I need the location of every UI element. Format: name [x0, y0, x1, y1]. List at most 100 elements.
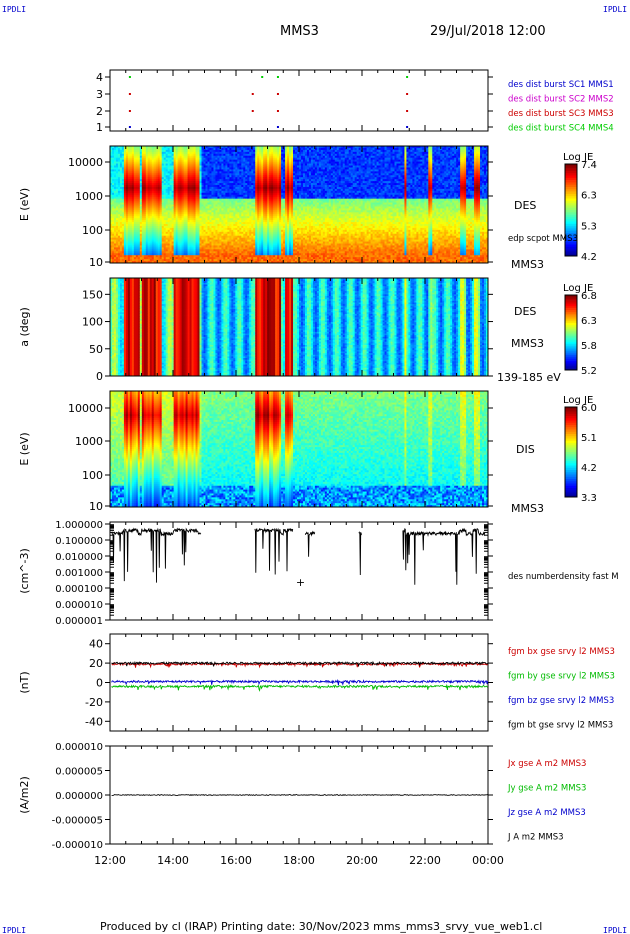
- spectrogram-cell: [110, 179, 113, 182]
- spectrogram-cell: [193, 204, 196, 207]
- spectrogram-cell: [135, 251, 139, 254]
- spectrogram-cell: [183, 206, 186, 209]
- spectrogram-cell: [125, 171, 129, 174]
- spectrogram-cell: [195, 204, 198, 207]
- spectrogram-cell: [110, 155, 113, 159]
- spectrogram-cell: [123, 194, 127, 198]
- spectrogram-cell: [143, 225, 147, 229]
- spectrogram-cell: [191, 200, 194, 203]
- spectrogram-cell: [191, 259, 194, 262]
- spectrogram-cell: [163, 159, 167, 162]
- spectrogram-cell: [171, 173, 175, 176]
- spectrogram-cell: [113, 231, 117, 235]
- spectrogram-cell: [169, 161, 173, 164]
- spectrogram-cell: [177, 157, 181, 161]
- spectrogram-cell: [141, 179, 145, 182]
- spectrogram-cell: [177, 225, 181, 229]
- spectrogram-cell: [169, 212, 173, 215]
- spectrogram-cell: [189, 249, 192, 252]
- spectrogram-cell: [123, 247, 127, 250]
- spectrogram-cell: [143, 237, 147, 240]
- spectrogram-cell: [163, 237, 167, 240]
- spectrogram-cell: [110, 175, 113, 178]
- spectrogram-cell: [157, 259, 161, 262]
- spectrogram-cell: [153, 175, 157, 178]
- spectrogram-cell: [163, 245, 167, 248]
- spectrogram-cell: [125, 233, 129, 237]
- spectrogram-cell: [185, 249, 188, 252]
- spectrogram-cell: [127, 206, 131, 209]
- spectrogram-cell: [141, 222, 145, 225]
- spectrogram-cell: [175, 181, 179, 184]
- spectrogram-cell: [117, 247, 121, 250]
- spectrogram-cell: [151, 161, 155, 164]
- spectrogram-cell: [155, 192, 159, 196]
- spectrogram-cell: [195, 225, 198, 229]
- spectrogram-cell: [193, 173, 196, 176]
- spectrogram-cell: [139, 167, 143, 170]
- spectrogram-cell: [119, 165, 123, 168]
- spectrogram-cell: [125, 163, 129, 166]
- spectrogram-cell: [169, 163, 173, 166]
- spectrogram-cell: [179, 249, 183, 252]
- spectrogram-cell: [127, 169, 131, 172]
- spectrogram-cell: [197, 198, 200, 201]
- spectrogram-cell: [133, 237, 137, 240]
- spectrogram-cell: [157, 157, 161, 161]
- spectrogram-cell: [145, 196, 149, 200]
- spectrogram-cell: [187, 253, 190, 256]
- spectrogram-cell: [177, 155, 181, 159]
- spectrogram-cell: [151, 185, 155, 188]
- spectrogram-cell: [181, 235, 185, 239]
- spectrogram-cell: [169, 247, 173, 250]
- spectrogram-cell: [125, 251, 129, 254]
- spectrogram-cell: [119, 169, 123, 172]
- spectrogram-cell: [167, 212, 171, 215]
- spectrogram-cell: [181, 225, 185, 229]
- spectrogram-cell: [117, 208, 121, 211]
- spectrogram-cell: [177, 218, 181, 221]
- spectrogram-cell: [139, 165, 143, 168]
- spectrogram-cell: [137, 186, 141, 190]
- spectrogram-cell: [135, 243, 139, 246]
- spectrogram-cell: [183, 192, 186, 196]
- spectrogram-cell: [177, 194, 181, 198]
- spectrogram-cell: [110, 218, 113, 221]
- spectrogram-cell: [195, 151, 198, 155]
- spectrogram-cell: [133, 173, 137, 176]
- spectrogram-cell: [153, 151, 157, 155]
- spectrogram-cell: [143, 214, 147, 217]
- spectrogram-cell: [171, 159, 175, 162]
- spectrogram-cell: [151, 200, 155, 203]
- spectrogram-cell: [161, 196, 165, 200]
- spectrogram-cell: [169, 155, 173, 159]
- spectrogram-cell: [137, 155, 141, 159]
- spectrogram-cell: [193, 190, 196, 194]
- spectrogram-cell: [137, 179, 141, 182]
- spectrogram-cell: [187, 202, 190, 205]
- spectrogram-cell: [133, 231, 137, 235]
- spectrogram-cell: [179, 212, 183, 215]
- spectrogram-cell: [151, 181, 155, 184]
- spectrogram-cell: [151, 245, 155, 248]
- spectrogram-cell: [181, 241, 185, 244]
- spectrogram-cell: [157, 235, 161, 239]
- spectrogram-cell: [185, 190, 188, 194]
- spectrogram-cell: [197, 161, 200, 164]
- spectrogram-cell: [171, 233, 175, 237]
- spectrogram-cell: [125, 146, 129, 149]
- spectrogram-cell: [115, 159, 119, 162]
- spectrogram-cell: [141, 214, 145, 217]
- spectrogram-cell: [149, 153, 153, 157]
- spectrogram-cell: [183, 245, 186, 248]
- spectrogram-cell: [187, 188, 190, 192]
- spectrogram-cell: [131, 169, 135, 172]
- spectrogram-cell: [123, 171, 127, 174]
- spectrogram-cell: [127, 147, 131, 151]
- spectrogram-cell: [193, 235, 196, 239]
- spectrogram-cell: [171, 243, 175, 246]
- spectrogram-cell: [189, 233, 192, 237]
- spectrogram-cell: [161, 210, 165, 213]
- spectrogram-cell: [121, 185, 125, 188]
- spectrogram-cell: [119, 198, 123, 201]
